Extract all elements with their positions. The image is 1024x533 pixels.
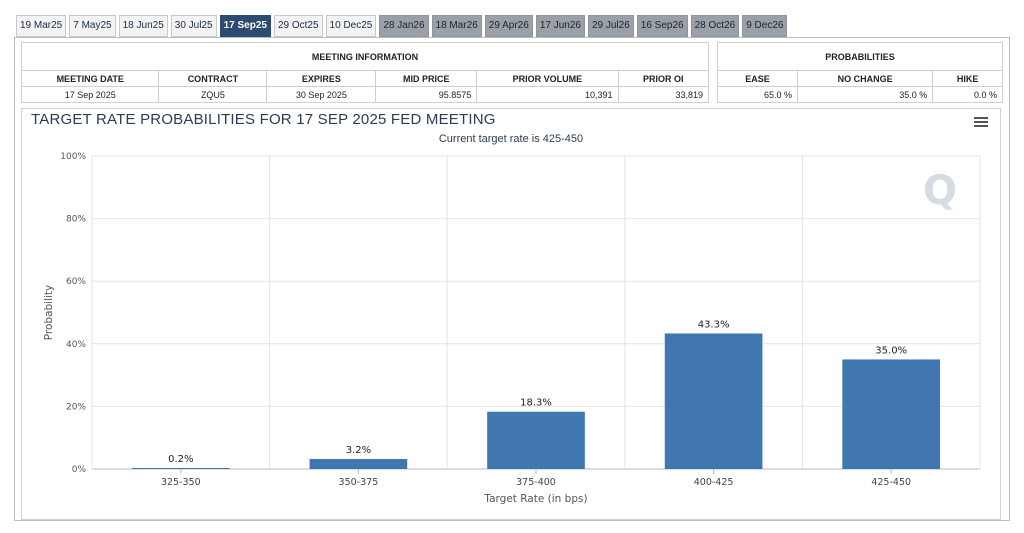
data-label-325-350: 0.2% xyxy=(168,454,193,465)
prior-oi-value: 33,819 xyxy=(617,86,710,103)
tab-28-jan26[interactable]: 28 Jan26 xyxy=(379,15,429,37)
y-tick-label: 80% xyxy=(66,215,86,225)
expires-value: 30 Sep 2025 xyxy=(266,86,377,103)
x-tick-label: 425-450 xyxy=(871,477,911,488)
prior-volume-value: 10,391 xyxy=(476,86,619,103)
probabilities-heading: PROBABILITIES xyxy=(717,42,1003,71)
hike-value: 0.0 % xyxy=(932,86,1003,103)
x-tick-label: 400-425 xyxy=(694,477,734,488)
col-contract: CONTRACT xyxy=(158,70,268,87)
tab-10-dec25[interactable]: 10 Dec25 xyxy=(325,15,377,37)
col-no-change: NO CHANGE xyxy=(796,70,934,87)
x-tick-label: 350-375 xyxy=(339,477,379,488)
content-panel: MEETING INFORMATION MEETING DATE CONTRAC… xyxy=(14,37,1010,521)
col-ease: EASE xyxy=(717,70,798,87)
meeting-tabs: 19 Mar25 7 May25 18 Jun25 30 Jul25 17 Sep25 2… xyxy=(16,15,788,37)
col-prior-oi: PRIOR OI xyxy=(617,70,710,87)
x-axis-title: Target Rate (in bps) xyxy=(483,493,587,505)
y-axis-title: Probability xyxy=(43,285,55,341)
chart-title: TARGET RATE PROBABILITIES FOR 17 SEP 202… xyxy=(31,111,496,128)
bar-chart: 0% 20% 40% 60% 80% 100% 0.2% 325-350 3.2% 350-375… xyxy=(43,152,981,505)
data-label-375-400: 18.3% xyxy=(520,398,552,409)
x-tick-label: 325-350 xyxy=(161,477,201,488)
data-label-350-375: 3.2% xyxy=(346,445,371,456)
y-tick-label: 100% xyxy=(60,152,86,162)
col-hike: HIKE xyxy=(932,70,1003,87)
bar-325-350 xyxy=(131,468,230,469)
bar-425-450 xyxy=(842,359,941,469)
col-mid-price: MID PRICE xyxy=(375,70,478,87)
col-prior-volume: PRIOR VOLUME xyxy=(476,70,619,87)
tab-17-sep25[interactable]: 17 Sep25 xyxy=(219,15,271,37)
tab-30-jul25[interactable]: 30 Jul25 xyxy=(170,15,217,37)
tab-18-mar26[interactable]: 18 Mar26 xyxy=(431,15,482,37)
y-tick-label: 40% xyxy=(66,340,86,350)
tab-19-mar25[interactable]: 19 Mar25 xyxy=(16,15,67,37)
bar-350-375 xyxy=(309,458,408,469)
tab-16-sep26[interactable]: 16 Sep26 xyxy=(636,15,688,37)
tab-18-jun25[interactable]: 18 Jun25 xyxy=(118,15,168,37)
tab-28-oct26[interactable]: 28 Oct26 xyxy=(690,15,740,37)
chart-subtitle: Current target rate is 425-450 xyxy=(438,133,584,145)
tab-17-jun26[interactable]: 17 Jun26 xyxy=(535,15,585,37)
tab-29-oct25[interactable]: 29 Oct25 xyxy=(273,15,323,37)
x-tick-label: 375-400 xyxy=(516,477,556,488)
tab-7-may25[interactable]: 7 May25 xyxy=(69,15,116,37)
tab-29-jul26[interactable]: 29 Jul26 xyxy=(587,15,634,37)
col-expires: EXPIRES xyxy=(266,70,377,87)
bar-400-425 xyxy=(664,333,763,469)
col-meeting-date: MEETING DATE xyxy=(20,70,160,87)
watermark-logo: Q xyxy=(923,168,957,214)
y-tick-label: 60% xyxy=(66,277,86,287)
no-change-value: 35.0 % xyxy=(796,86,934,103)
bar-375-400 xyxy=(487,411,585,469)
meeting-info-heading: MEETING INFORMATION xyxy=(21,42,709,71)
y-tick-label: 20% xyxy=(66,402,86,412)
contract-value: ZQU5 xyxy=(158,86,268,103)
tab-29-apr26[interactable]: 29 Apr26 xyxy=(484,15,533,37)
hamburger-menu-icon[interactable] xyxy=(974,117,988,127)
ease-value: 65.0 % xyxy=(717,86,798,103)
chart-container: TARGET RATE PROBABILITIES FOR 17 SEP 202… xyxy=(21,108,1001,520)
tab-9-dec26[interactable]: 9 Dec26 xyxy=(742,15,788,37)
meeting-date-value: 17 Sep 2025 xyxy=(20,86,160,103)
y-tick-label: 0% xyxy=(72,465,87,475)
data-label-425-450: 35.0% xyxy=(875,345,907,356)
mid-price-value: 95.8575 xyxy=(375,86,478,103)
probabilities-table: PROBABILITIES EASE NO CHANGE HIKE 65.0 %… xyxy=(717,42,1003,103)
data-label-400-425: 43.3% xyxy=(698,319,730,330)
meeting-info-table: MEETING INFORMATION MEETING DATE CONTRAC… xyxy=(20,42,710,103)
